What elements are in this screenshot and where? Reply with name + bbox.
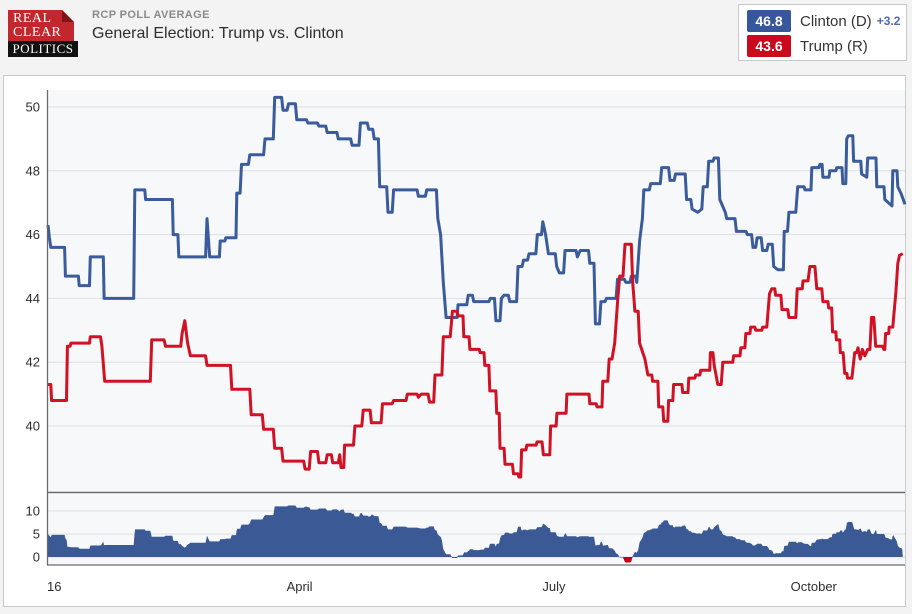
xtick-16: 16 [47,579,61,594]
main-ytick-40: 40 [26,419,40,434]
page-title: General Election: Trump vs. Clinton [92,25,344,42]
chart-kicker: RCP POLL AVERAGE [92,9,210,21]
spread-ytick-0: 0 [33,550,40,565]
main-ytick-42: 42 [26,355,40,370]
trump-value-badge: 43.6 [747,35,791,57]
main-ytick-50: 50 [26,100,40,115]
main-ytick-48: 48 [26,163,40,178]
logo-text-real: REAL [13,11,52,26]
legend: 46.8 Clinton (D) +3.2 43.6 Trump (R) [738,4,907,61]
logo-text-clear: CLEAR [13,25,62,40]
xtick-October: October [791,579,838,594]
rcp-logo[interactable]: REAL CLEAR POLITICS [8,10,78,57]
xtick-April: April [287,579,313,594]
legend-row-trump[interactable]: 43.6 Trump (R) [747,35,906,57]
clinton-change-value: +3.2 [876,14,901,28]
main-plot-area[interactable] [48,90,905,493]
clinton-value-badge: 46.8 [747,10,791,32]
clinton-legend-label: Clinton (D) [800,12,872,30]
main-ytick-46: 46 [26,227,40,242]
legend-row-clinton[interactable]: 46.8 Clinton (D) +3.2 [747,10,906,32]
trump-line [48,242,904,479]
spread-area-clinton-lead [48,505,903,557]
clinton-line [46,95,907,326]
spread-ytick-10: 10 [26,504,40,519]
trump-legend-label: Trump (R) [800,37,868,55]
main-ytick-44: 44 [26,291,40,306]
xtick-July: July [542,579,566,594]
spread-ytick-5: 5 [33,527,40,542]
logo-text-politics: POLITICS [8,41,78,57]
